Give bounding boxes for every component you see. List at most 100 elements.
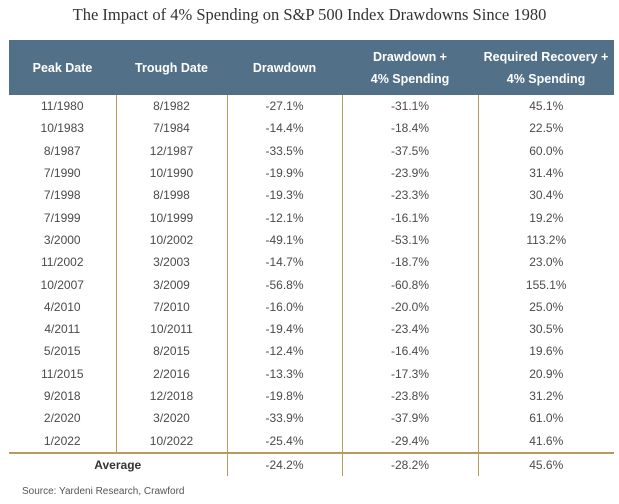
- table-row: 7/1998 8/1998 -19.3% -23.3% 30.4%: [9, 184, 614, 207]
- cell-required-recovery: 41.6%: [477, 429, 614, 453]
- table-row: 4/2010 7/2010 -16.0% -20.0% 25.0%: [9, 295, 614, 318]
- table-row: 3/2000 10/2002 -49.1% -53.1% 113.2%: [9, 228, 614, 252]
- header-line1: Required Recovery +: [483, 49, 609, 64]
- cell-drawdown-spending: -18.7%: [341, 251, 478, 274]
- cell-peak-date: 10/1983: [40, 121, 84, 136]
- table-title: The Impact of 4% Spending on S&P 500 Ind…: [72, 5, 547, 24]
- header-required-recovery: Required Recovery + 4% Spending: [478, 40, 614, 95]
- cell-drawdown: -56.8%: [226, 273, 342, 296]
- source-note: Source: Yardeni Research, Crawford: [22, 486, 185, 497]
- cell-drawdown: -12.4%: [226, 340, 342, 363]
- cell-drawdown: -33.9%: [226, 407, 342, 430]
- cell-required-recovery: 31.4%: [477, 161, 614, 185]
- cell-trough-date: 10/1999: [115, 206, 227, 229]
- table-row: 9/2018 12/2018 -19.8% -23.8% 31.2%: [9, 384, 614, 408]
- cell-required-recovery: 20.9%: [477, 362, 614, 385]
- cell-drawdown: -19.9%: [226, 161, 342, 185]
- cell-trough-date: 2/2016: [115, 362, 227, 385]
- cell-required-recovery: 31.2%: [477, 384, 614, 408]
- drawdown-table: Peak Date Trough Date Drawdown Drawdown …: [9, 40, 614, 476]
- cell-drawdown-spending: -18.4%: [341, 117, 478, 140]
- cell-drawdown-spending: -60.8%: [341, 273, 478, 296]
- cell-peak-date: 4/2010: [43, 299, 81, 314]
- header-row: Peak Date Trough Date Drawdown Drawdown …: [9, 40, 614, 95]
- cell-trough-date: 10/2002: [115, 228, 227, 252]
- cell-drawdown: -25.4%: [226, 429, 342, 453]
- cell-drawdown-spending: -23.3%: [341, 184, 478, 207]
- cell-required-recovery: 30.4%: [477, 184, 614, 207]
- cell-peak-date: 3/2000: [43, 232, 81, 247]
- table-row: 11/2002 3/2003 -14.7% -18.7% 23.0%: [9, 251, 614, 274]
- cell-drawdown-spending: -23.9%: [341, 161, 478, 185]
- cell-drawdown: -19.8%: [226, 384, 342, 408]
- cell-drawdown-spending: -37.5%: [341, 139, 478, 162]
- table-row: 10/1983 7/1984 -14.4% -18.4% 22.5%: [9, 117, 614, 140]
- cell-drawdown-spending: -23.8%: [341, 384, 478, 408]
- cell-drawdown: -13.3%: [226, 362, 342, 385]
- cell-required-recovery: 23.0%: [477, 251, 614, 274]
- cell-required-recovery: 19.2%: [477, 206, 614, 229]
- table-row: 7/1990 10/1990 -19.9% -23.9% 31.4%: [9, 161, 614, 185]
- cell-trough-date: 8/1982: [115, 95, 227, 118]
- cell-drawdown-spending: -16.1%: [341, 206, 478, 229]
- table-row: 8/1987 12/1987 -33.5% -37.5% 60.0%: [9, 139, 614, 162]
- table-row: 10/2007 3/2009 -56.8% -60.8% 155.1%: [9, 273, 614, 296]
- cell-drawdown-spending: -17.3%: [341, 362, 478, 385]
- average-label: Average: [9, 451, 227, 476]
- cell-peak-date: 7/1999: [43, 210, 81, 225]
- cell-trough-date: 8/1998: [115, 184, 227, 207]
- cell-drawdown-spending: -31.1%: [341, 95, 478, 118]
- cell-peak-date: 4/2011: [44, 322, 81, 337]
- table-row: 5/2015 8/2015 -12.4% -16.4% 19.6%: [9, 340, 614, 363]
- cell-drawdown-spending: -23.4%: [341, 317, 478, 341]
- cell-drawdown: -14.7%: [226, 251, 342, 274]
- header-trough-date: Trough Date: [116, 40, 227, 95]
- cell-required-recovery: 113.2%: [477, 228, 614, 252]
- header-line2: 4% Spending: [506, 71, 586, 86]
- cell-trough-date: 10/1990: [115, 161, 227, 185]
- cell-peak-date: 2/2020: [43, 411, 81, 426]
- cell-drawdown: -12.1%: [226, 206, 342, 229]
- table-row: 1/2022 10/2022 -25.4% -29.4% 41.6%: [9, 429, 614, 453]
- cell-peak-date: 11/1980: [41, 99, 84, 114]
- cell-peak-date: 8/1987: [43, 143, 81, 158]
- cell-peak-date: 1/2022: [43, 433, 81, 448]
- cell-trough-date: 7/2010: [115, 295, 227, 318]
- cell-drawdown-spending: -53.1%: [341, 228, 478, 252]
- cell-required-recovery: 60.0%: [477, 139, 614, 162]
- cell-drawdown: -49.1%: [226, 228, 342, 252]
- cell-required-recovery: 19.6%: [477, 340, 614, 363]
- cell-trough-date: 10/2022: [115, 429, 227, 453]
- table-row: 2/2020 3/2020 -33.9% -37.9% 61.0%: [9, 407, 614, 430]
- cell-required-recovery: 45.1%: [477, 95, 614, 118]
- cell-trough-date: 3/2020: [115, 407, 227, 430]
- cell-required-recovery: 30.5%: [477, 317, 614, 341]
- cell-peak-date: 11/2015: [41, 366, 84, 381]
- cell-trough-date: 3/2009: [115, 273, 227, 296]
- cell-drawdown: -33.5%: [226, 139, 342, 162]
- header-drawdown-spending: Drawdown + 4% Spending: [342, 40, 478, 95]
- cell-trough-date: 7/1984: [115, 117, 227, 140]
- table-row: 11/1980 8/1982 -27.1% -31.1% 45.1%: [9, 95, 614, 118]
- average-drawdown: -24.2%: [226, 451, 342, 476]
- header-line2: 4% Spending: [370, 71, 450, 86]
- cell-trough-date: 8/2015: [115, 340, 227, 363]
- table-row: 7/1999 10/1999 -12.1% -16.1% 19.2%: [9, 206, 614, 229]
- cell-peak-date: 9/2018: [43, 389, 81, 403]
- cell-peak-date: 7/1990: [43, 166, 81, 181]
- cell-required-recovery: 25.0%: [477, 295, 614, 318]
- cell-drawdown: -19.3%: [226, 184, 342, 207]
- cell-peak-date: 11/2002: [41, 255, 84, 270]
- average-row: Average -24.2% -28.2% 45.6%: [9, 451, 614, 476]
- cell-required-recovery: 22.5%: [477, 117, 614, 140]
- cell-required-recovery: 61.0%: [477, 407, 614, 430]
- table-row: 4/2011 10/2011 -19.4% -23.4% 30.5%: [9, 317, 614, 341]
- cell-peak-date: 10/2007: [40, 277, 84, 292]
- cell-trough-date: 12/2018: [115, 384, 227, 408]
- cell-drawdown-spending: -16.4%: [341, 340, 478, 363]
- table-row: 11/2015 2/2016 -13.3% -17.3% 20.9%: [9, 362, 614, 385]
- header-peak-date: Peak Date: [9, 40, 116, 95]
- cell-drawdown-spending: -20.0%: [341, 295, 478, 318]
- cell-drawdown: -27.1%: [226, 95, 342, 118]
- cell-peak-date: 7/1998: [43, 188, 81, 203]
